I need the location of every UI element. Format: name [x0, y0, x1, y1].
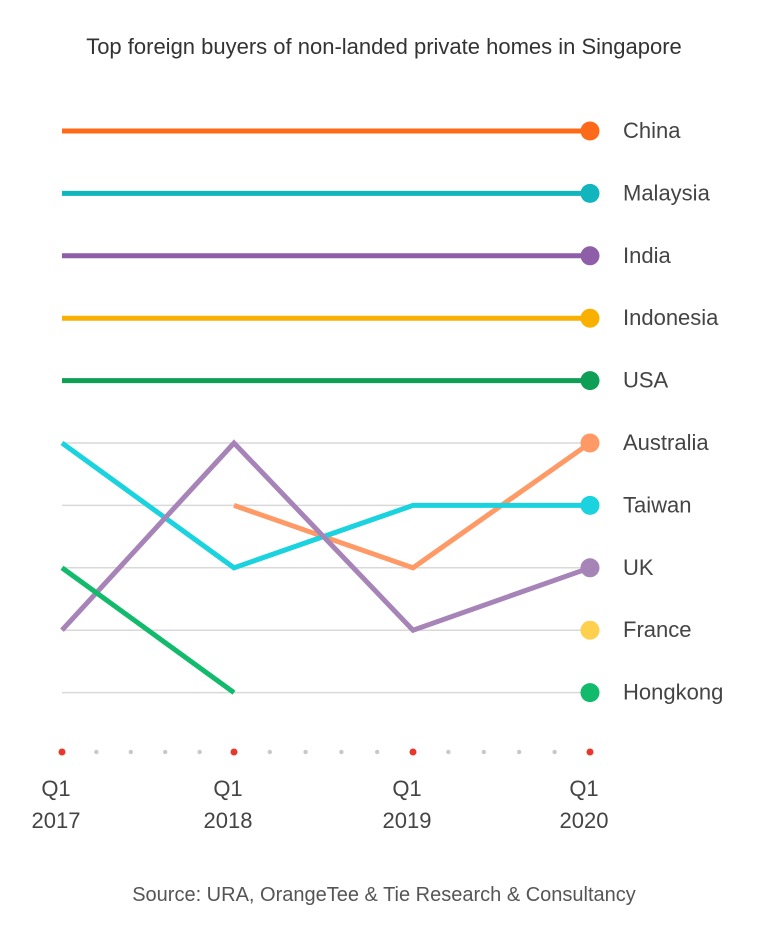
rank-label-malaysia: Malaysia — [623, 180, 711, 205]
x-tick-label: Q1 2020 — [560, 776, 609, 833]
series-line-australia — [233, 440, 592, 571]
source-note: Source: URA, OrangeTee & Tie Research & … — [132, 884, 636, 906]
axis-minor-dot — [552, 749, 557, 755]
x-tick-line: Q1 — [213, 776, 242, 801]
x-tick-line: 2019 — [383, 808, 432, 833]
axis-major-dot — [409, 748, 417, 756]
end-point-indonesia — [580, 308, 600, 328]
end-point-usa — [580, 371, 600, 391]
axis-minor-dot — [517, 749, 522, 755]
x-axis: Q1 2017 Q1 2018 Q1 2019 Q1 2020 — [32, 748, 609, 833]
axis-minor-dot — [163, 749, 168, 755]
x-tick-label: Q1 2019 — [383, 776, 432, 833]
x-tick-line: Q1 — [41, 776, 70, 801]
rank-label-uk: UK — [623, 555, 654, 580]
x-tick-line: Q1 — [569, 776, 598, 801]
x-tick-line: 2017 — [32, 808, 81, 833]
x-tick-line: 2018 — [204, 808, 253, 833]
axis-major-dot — [586, 748, 594, 756]
rank-label-france: France — [623, 617, 691, 642]
axis-minor-dot — [94, 749, 99, 755]
x-tick-line: 2020 — [560, 808, 609, 833]
series-lines — [60, 128, 592, 695]
rank-label-usa: USA — [623, 368, 669, 393]
rank-label-taiwan: Taiwan — [623, 492, 691, 517]
end-point-australia — [580, 433, 600, 453]
series-line-uk — [60, 439, 591, 634]
end-point-china — [580, 121, 600, 141]
axis-minor-dot — [446, 749, 451, 755]
axis-minor-dot — [375, 749, 380, 755]
x-tick-line: Q1 — [392, 776, 421, 801]
axis-minor-dot — [339, 749, 344, 755]
axis-minor-dot — [481, 749, 486, 755]
rank-label-china: China — [623, 118, 681, 143]
axis-minor-dot — [197, 749, 202, 755]
end-point-hongkong — [580, 683, 600, 703]
axis-minor-dot — [303, 749, 308, 755]
end-points — [580, 121, 600, 703]
rank-label-hongkong: Hongkong — [623, 680, 723, 705]
gridlines — [62, 130, 590, 694]
chart-title: Top foreign buyers of non-landed private… — [86, 34, 682, 59]
axis-minor-dot — [128, 749, 133, 755]
rank-label-australia: Australia — [623, 430, 709, 455]
end-point-uk — [580, 558, 600, 578]
end-point-taiwan — [580, 495, 600, 515]
axis-minor-dot — [267, 749, 272, 755]
axis-major-dot — [58, 748, 66, 756]
x-tick-label: Q1 2017 — [32, 776, 81, 833]
rank-label-india: India — [623, 243, 671, 268]
end-point-india — [580, 246, 600, 266]
rank-labels: China Malaysia India Indonesia USA Australia T… — [623, 118, 723, 705]
x-tick-label: Q1 2018 — [204, 776, 253, 833]
rank-label-indonesia: Indonesia — [623, 305, 719, 330]
series-line-hongkong — [60, 565, 236, 695]
end-point-malaysia — [580, 183, 600, 203]
axis-major-dot — [230, 748, 238, 756]
end-point-france — [580, 620, 600, 640]
